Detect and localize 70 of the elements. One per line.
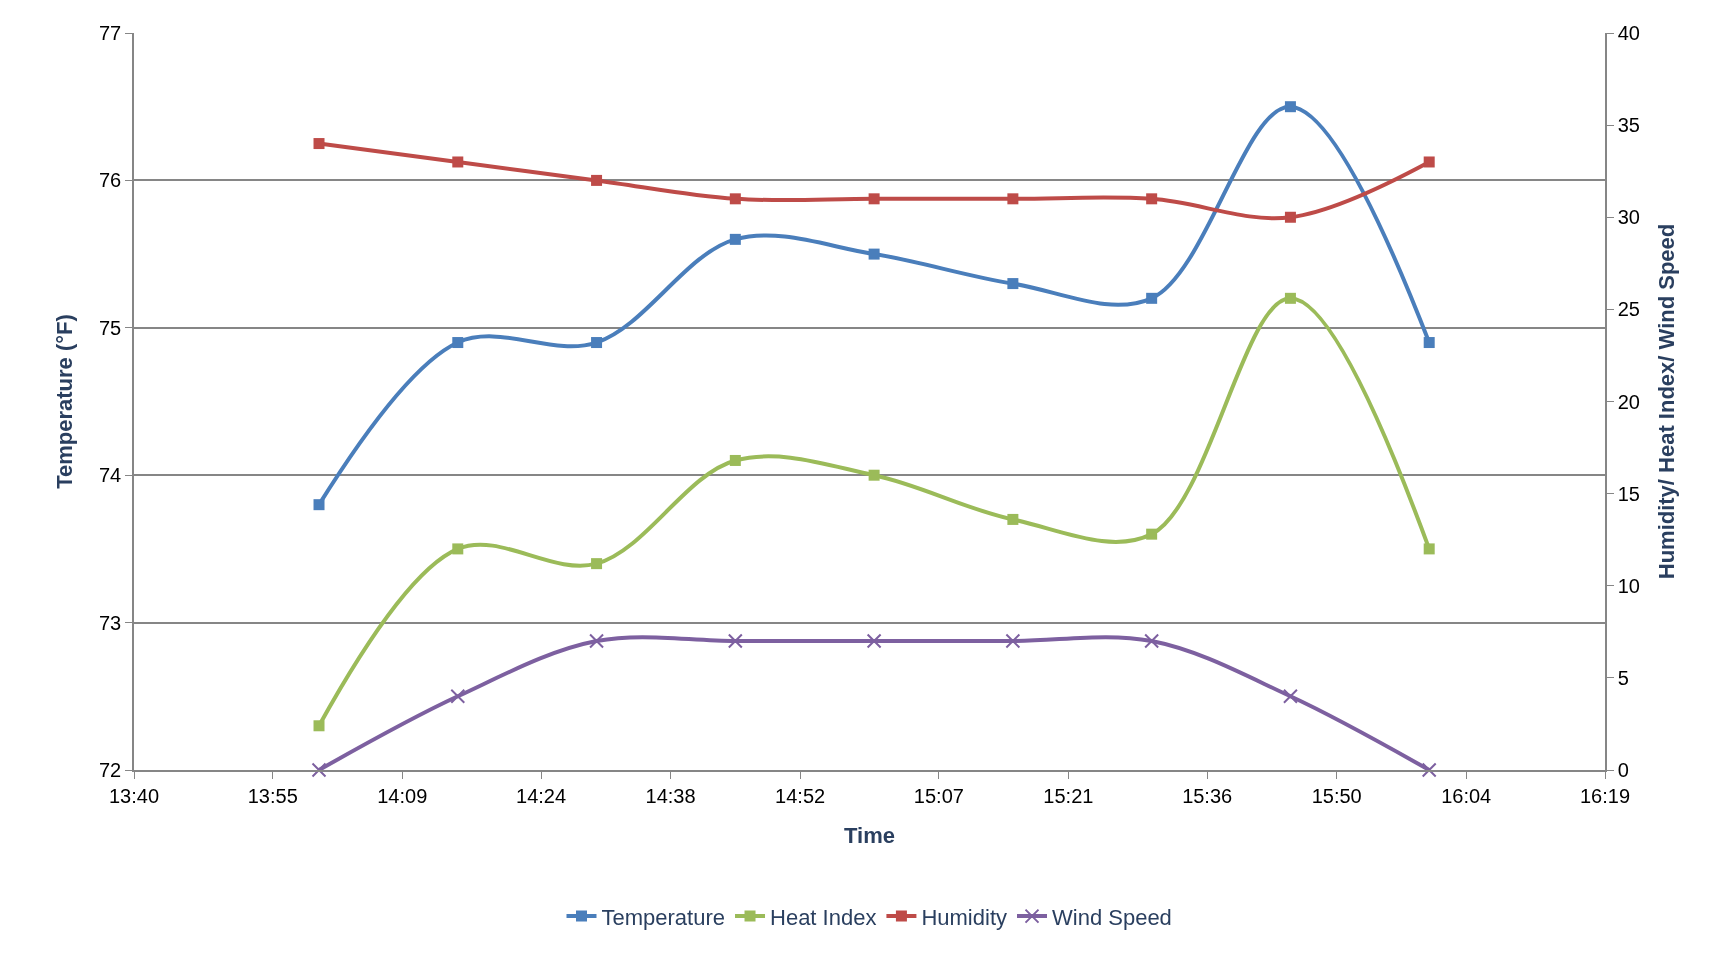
point: [727, 633, 743, 649]
point: [866, 633, 882, 649]
point: [729, 233, 741, 245]
point: [452, 543, 464, 555]
y2-tick-label: 10: [1617, 574, 1640, 597]
y-tick-label: 74: [99, 464, 122, 487]
point: [1007, 278, 1019, 290]
y-tick-label: 73: [99, 611, 122, 634]
x-tick-label: 15:21: [1043, 784, 1094, 807]
point: [1005, 633, 1021, 649]
point: [868, 469, 880, 481]
x-tick-label: 15:36: [1182, 784, 1233, 807]
point: [1423, 543, 1435, 555]
point: [1423, 156, 1435, 168]
point: [452, 156, 464, 168]
y-tick-label: 77: [99, 22, 122, 44]
point: [313, 720, 325, 732]
y2-tick-label: 30: [1617, 206, 1640, 229]
point: [1423, 337, 1435, 349]
point: [1146, 528, 1158, 540]
point: [313, 138, 325, 150]
legend-label: Wind Speed: [1052, 904, 1172, 930]
point: [1282, 688, 1298, 704]
point: [452, 337, 464, 349]
y-tick-label: 75: [99, 316, 122, 339]
point: [591, 174, 603, 186]
point: [591, 337, 603, 349]
y2-tick-label: 5: [1617, 666, 1629, 689]
x-tick-label: 14:24: [516, 784, 567, 807]
point: [1284, 292, 1296, 304]
point: [1007, 513, 1019, 525]
y2-tick-label: 20: [1617, 390, 1640, 413]
y2-tick-label: 0: [1617, 759, 1629, 781]
point: [729, 454, 741, 466]
point: [589, 633, 605, 649]
point: [313, 499, 325, 511]
x-tick-label: 14:52: [775, 784, 826, 807]
point: [1146, 193, 1158, 205]
y2-tick-label: 25: [1617, 298, 1640, 321]
x-tick-label: 16:04: [1441, 784, 1492, 807]
point: [1007, 193, 1019, 205]
y2-tick-label: 35: [1617, 114, 1640, 137]
point: [1421, 762, 1437, 778]
point: [1284, 101, 1296, 113]
y2-tick-label: 40: [1617, 22, 1640, 44]
x-tick-label: 13:40: [108, 784, 160, 807]
x-tick-label: 16:19: [1579, 784, 1631, 807]
x-tick-label: 14:09: [377, 784, 428, 807]
legend-label: Humidity: [921, 904, 1007, 930]
point: [729, 193, 741, 205]
point: [1146, 292, 1158, 304]
point: [868, 248, 880, 260]
point: [868, 193, 880, 205]
point: [591, 558, 603, 570]
x-tick-label: 13:55: [247, 784, 298, 807]
y-axis-title: Temperature (°F): [52, 314, 78, 489]
x-tick-label: 15:07: [913, 784, 964, 807]
x-tick-label: 15:50: [1311, 784, 1362, 807]
y2-axis-title: Humidity/ Heat Index/ Wind Speed: [1654, 223, 1680, 580]
legend-label: Heat Index: [770, 904, 877, 930]
y-tick-label: 72: [99, 759, 122, 781]
y2-tick-label: 15: [1617, 482, 1640, 505]
point: [1144, 633, 1160, 649]
point: [311, 762, 327, 778]
point: [1284, 211, 1296, 223]
y-tick-label: 76: [99, 169, 122, 192]
x-axis-title: Time: [844, 823, 895, 849]
legend-label: Temperature: [601, 904, 726, 930]
point: [450, 688, 466, 704]
x-tick-label: 14:38: [645, 784, 696, 807]
